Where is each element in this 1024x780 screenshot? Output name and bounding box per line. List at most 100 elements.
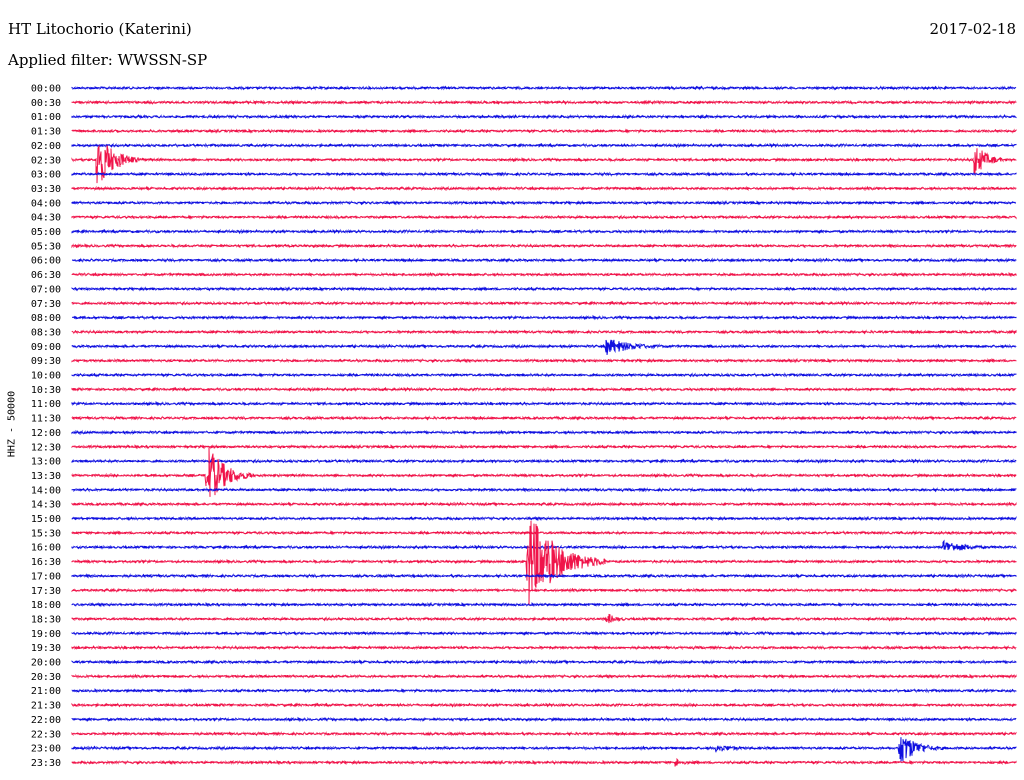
filter-label: Applied filter: WWSSN-SP — [8, 51, 208, 69]
trace-line — [71, 214, 1017, 220]
row-time-label: 15:30 — [31, 528, 61, 539]
trace-line — [71, 444, 1017, 450]
trace-line — [71, 447, 1017, 497]
trace-line — [71, 687, 1017, 694]
trace-line — [71, 228, 1017, 235]
row-time-label: 03:00 — [31, 170, 61, 181]
station-title: HT Litochorio (Katerini) — [8, 20, 192, 38]
row-time-label: 21:00 — [31, 686, 61, 697]
trace-line — [71, 673, 1017, 680]
row-time-label: 18:30 — [31, 614, 61, 625]
row-time-label: 05:00 — [31, 227, 61, 238]
row-time-label: 17:00 — [31, 571, 61, 582]
row-time-label: 02:30 — [31, 155, 61, 166]
row-time-label: 13:30 — [31, 471, 61, 482]
trace-line — [71, 200, 1017, 206]
trace-line — [71, 257, 1017, 264]
trace-line — [71, 400, 1017, 407]
row-time-label: 11:30 — [31, 414, 61, 425]
trace-line — [71, 630, 1017, 637]
row-time-label: 04:30 — [31, 213, 61, 224]
row-time-label: 18:00 — [31, 600, 61, 611]
trace-line — [71, 185, 1017, 192]
row-time-label: 05:30 — [31, 241, 61, 252]
row-time-label: 16:30 — [31, 557, 61, 568]
trace-line — [71, 372, 1017, 378]
row-time-label: 14:30 — [31, 500, 61, 511]
trace-line — [71, 314, 1017, 321]
trace-line — [71, 486, 1017, 493]
row-time-label: 03:30 — [31, 184, 61, 195]
trace-line — [71, 171, 1017, 177]
row-time-label: 21:30 — [31, 701, 61, 712]
trace-line — [71, 339, 1017, 355]
trace-line — [71, 613, 1017, 624]
row-time-label: 09:30 — [31, 356, 61, 367]
recording-date: 2017-02-18 — [929, 20, 1016, 38]
row-time-label: 10:00 — [31, 371, 61, 382]
row-time-label: 16:00 — [31, 543, 61, 554]
trace-line — [71, 501, 1017, 507]
trace-line — [71, 85, 1017, 91]
row-time-label: 07:00 — [31, 284, 61, 295]
row-time-label: 00:00 — [31, 84, 61, 95]
y-axis-label: HHZ - 50000 — [6, 390, 18, 458]
trace-line — [71, 573, 1017, 579]
trace-line — [71, 128, 1017, 134]
row-time-label: 08:30 — [31, 327, 61, 338]
row-time-label: 12:00 — [31, 428, 61, 439]
row-time-label: 02:00 — [31, 141, 61, 152]
row-time-label: 08:00 — [31, 313, 61, 324]
trace-line — [71, 142, 1017, 149]
trace-line — [71, 458, 1017, 464]
trace-line — [71, 520, 1017, 606]
row-time-label: 11:00 — [31, 399, 61, 410]
trace-line — [71, 271, 1017, 278]
trace-line — [71, 99, 1017, 106]
trace-line — [71, 530, 1017, 536]
trace-line — [71, 702, 1017, 708]
row-time-label: 13:00 — [31, 457, 61, 468]
row-time-label: 06:30 — [31, 270, 61, 281]
trace-line — [71, 737, 1017, 763]
trace-line — [71, 515, 1017, 522]
row-time-label: 17:30 — [31, 586, 61, 597]
row-time-label: 23:30 — [31, 758, 61, 769]
trace-line — [71, 286, 1017, 292]
row-time-label: 06:00 — [31, 256, 61, 267]
trace-line — [71, 300, 1017, 306]
row-time-label: 19:30 — [31, 643, 61, 654]
row-time-label: 15:00 — [31, 514, 61, 525]
row-time-label: 22:30 — [31, 729, 61, 740]
row-time-label: 00:30 — [31, 98, 61, 109]
row-time-label: 14:00 — [31, 485, 61, 496]
trace-line — [71, 587, 1017, 593]
trace-line — [71, 113, 1017, 120]
row-time-label: 12:30 — [31, 442, 61, 453]
trace-line — [71, 386, 1017, 393]
trace-line — [71, 659, 1017, 665]
trace-line — [71, 539, 1017, 551]
trace-line — [71, 415, 1017, 421]
trace-line — [71, 731, 1017, 737]
trace-line — [71, 757, 1017, 767]
row-time-label: 20:00 — [31, 658, 61, 669]
trace-line — [71, 716, 1017, 723]
row-time-label: 10:30 — [31, 385, 61, 396]
row-time-label: 01:00 — [31, 112, 61, 123]
row-time-label: 01:30 — [31, 127, 61, 138]
row-time-label: 20:30 — [31, 672, 61, 683]
row-time-label: 04:00 — [31, 198, 61, 209]
trace-line — [71, 644, 1017, 651]
row-time-label: 22:00 — [31, 715, 61, 726]
trace-line — [71, 329, 1017, 335]
trace-line — [71, 243, 1017, 249]
row-time-label: 23:00 — [31, 744, 61, 755]
trace-line — [71, 357, 1017, 364]
trace-line — [71, 144, 1017, 184]
row-time-label: 09:00 — [31, 342, 61, 353]
trace-line — [71, 429, 1017, 436]
row-time-label: 07:30 — [31, 299, 61, 310]
trace-line — [71, 601, 1017, 608]
